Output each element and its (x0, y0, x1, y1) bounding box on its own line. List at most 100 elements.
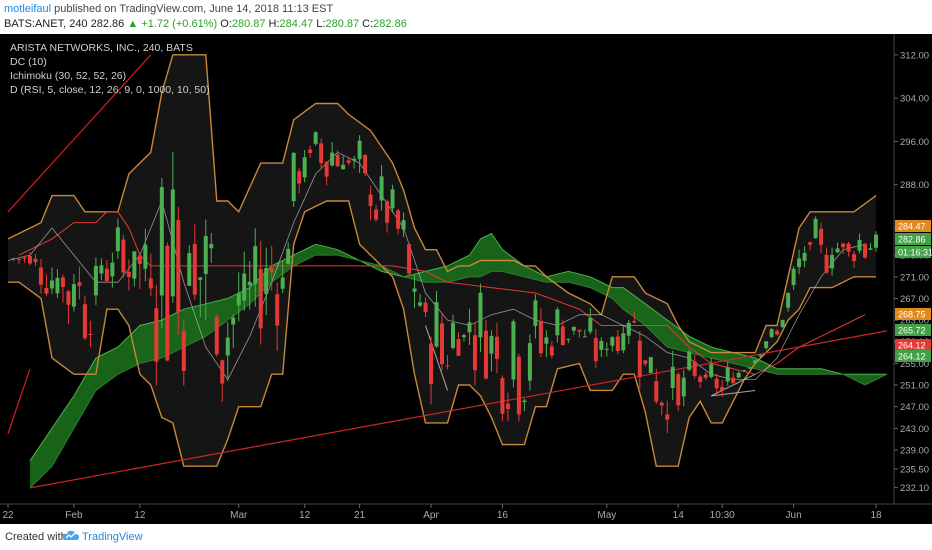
open-value: 280.87 (231, 18, 266, 30)
candle-body (335, 154, 340, 167)
candle-body (621, 333, 626, 351)
chart-svg[interactable]: 312.00304.00296.00288.00280.00275.00271.… (0, 34, 932, 524)
candle-body (522, 400, 527, 403)
candle-body (830, 254, 835, 269)
candle-body (363, 155, 368, 174)
candle-body (511, 321, 516, 380)
candle-body (396, 210, 401, 229)
donchian-fill (8, 54, 876, 467)
candle-body (533, 300, 538, 326)
candle-body (341, 164, 346, 170)
candle-body (703, 374, 708, 378)
candle-body (352, 158, 357, 161)
candle-body (538, 320, 543, 354)
candle-body (187, 253, 192, 286)
price-badge (895, 324, 931, 336)
candle-body (593, 337, 598, 362)
candle-body (698, 376, 703, 382)
price-badge (895, 350, 931, 362)
candle-body (198, 277, 203, 280)
y-tick-label: 296.00 (900, 137, 929, 148)
candle-body (93, 265, 98, 296)
trendline-1 (7, 368, 31, 434)
price-badge-label: 01:16:31 (898, 248, 932, 258)
candle-body (27, 256, 32, 264)
candle-body (857, 240, 862, 251)
price-badge-label: 264.12 (898, 341, 926, 351)
candle-body (615, 336, 620, 352)
candle-body (368, 194, 373, 206)
trendline-3 (710, 373, 756, 397)
open-label: O: (220, 18, 232, 30)
candle-body (440, 323, 445, 365)
candle-body (604, 348, 609, 350)
candle-body (670, 366, 675, 389)
candle-body (203, 236, 208, 274)
candle-body (104, 268, 109, 282)
x-tick-label: Feb (65, 510, 83, 521)
y-tick-label: 251.00 (900, 381, 929, 392)
candle-body (819, 228, 824, 245)
candle-body (494, 336, 499, 359)
candle-body (60, 277, 65, 287)
candle-body (764, 341, 769, 349)
indicator-legend: ARISTA NETWORKS, INC., 240, BATS DC (10)… (10, 41, 210, 97)
candle-body (82, 304, 87, 339)
candle-body (33, 258, 38, 263)
y-tick-label: 271.00 (900, 272, 929, 283)
candle-body (549, 346, 554, 356)
candle-body (165, 245, 170, 361)
candle-body (319, 143, 324, 164)
candle-body (11, 258, 16, 260)
x-tick-label: 10:30 (710, 510, 735, 521)
candle-body (55, 277, 60, 294)
candle-body (868, 248, 873, 250)
price-badge (895, 233, 931, 245)
donchian-upper (7, 54, 877, 354)
candle-body (610, 337, 615, 346)
close-value: 282.86 (373, 18, 407, 30)
candle-body (450, 322, 455, 348)
x-tick-label: 22 (2, 510, 14, 521)
candle-body (253, 246, 258, 284)
legend-rsi-d: D (RSI, 5, close, 12, 26, 9, 0, 1000, 10… (10, 84, 210, 96)
candle-body (753, 360, 758, 364)
symbol-label: BATS:ANET, 240 (4, 18, 88, 30)
candle-body (308, 149, 313, 154)
candle-body (231, 317, 236, 325)
candle-body (154, 308, 159, 362)
candle-body (588, 317, 593, 332)
low-value: 280.87 (325, 18, 360, 30)
candle-body (852, 254, 857, 261)
price-badge-label: 268.75 (898, 310, 926, 320)
candle-body (599, 340, 604, 350)
candle-body (863, 243, 868, 258)
candle-body (692, 361, 697, 376)
candle-body (412, 288, 417, 292)
tradingview-brand[interactable]: TradingView (82, 531, 143, 543)
legend-ichimoku: Ichimoku (30, 52, 52, 26) (10, 70, 127, 82)
candle-body (544, 337, 549, 344)
high-label: H: (268, 18, 280, 30)
y-tick-label: 239.00 (900, 445, 929, 456)
author-link[interactable]: motleifaul (4, 3, 52, 15)
candle-body (467, 322, 472, 333)
candle-body (148, 278, 153, 289)
candle-body (71, 284, 76, 307)
candle-body (500, 378, 505, 414)
candle-body (714, 378, 719, 389)
publish-info: published on TradingView.com, June 14, 2… (54, 3, 334, 15)
candle-body (214, 316, 219, 355)
candle-body (126, 271, 131, 277)
candle-body (110, 262, 115, 277)
candle-body (121, 239, 126, 273)
candle-body (313, 132, 318, 144)
candle-body (280, 277, 285, 289)
candle-body (291, 152, 296, 202)
candle-body (209, 243, 214, 249)
candle-body (775, 330, 780, 335)
candle-body (401, 220, 406, 230)
candle-body (802, 252, 807, 261)
chart-area[interactable]: 312.00304.00296.00288.00280.00275.00271.… (0, 34, 932, 524)
candle-body (780, 319, 785, 328)
